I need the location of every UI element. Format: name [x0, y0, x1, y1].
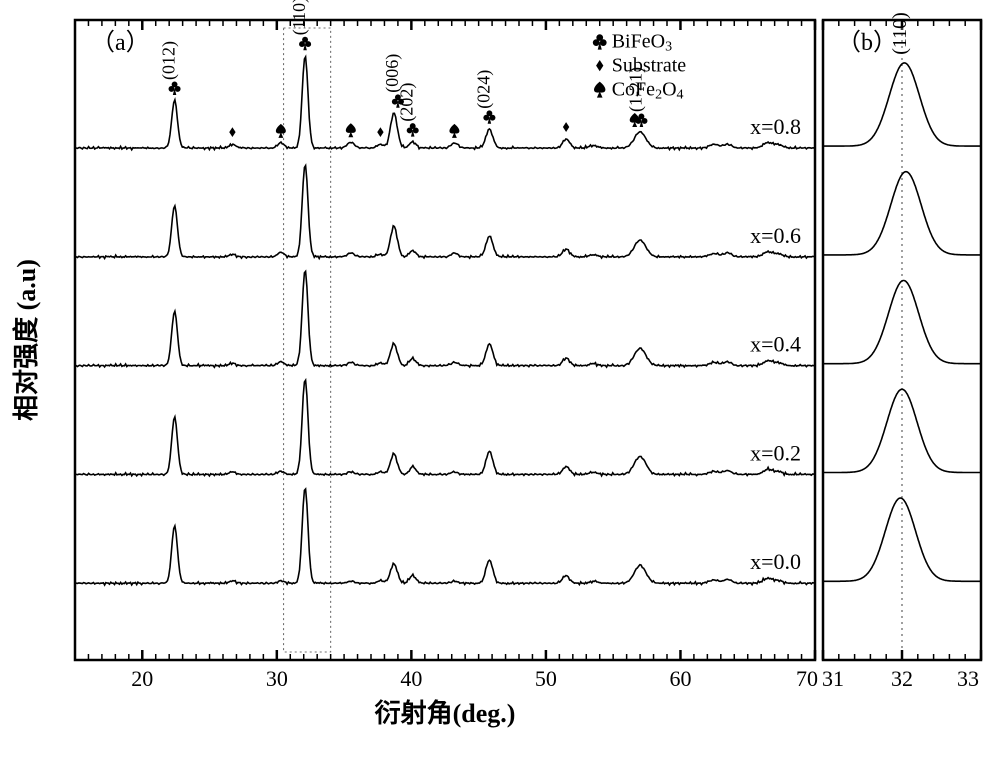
svg-text:衍射角(deg.): 衍射角(deg.)	[375, 698, 516, 728]
svg-text:40: 40	[400, 666, 422, 691]
svg-text:60: 60	[669, 666, 691, 691]
svg-text:x=0.0: x=0.0	[750, 549, 801, 574]
svg-text:(110): (110)	[889, 12, 911, 55]
panel-a: 20 30 40 50 60 70 衍射角(deg.) 相对强度 (a.u) （a） x=0.0 x…	[11, 0, 818, 728]
svg-text:(202): (202)	[397, 83, 418, 122]
svg-text:20: 20	[131, 666, 153, 691]
svg-text:(012): (012)	[159, 41, 180, 80]
svg-text:（a）: （a）	[91, 30, 150, 56]
svg-text:x=0.4: x=0.4	[750, 332, 801, 357]
svg-text:70: 70	[796, 666, 818, 691]
svg-text:Substrate: Substrate	[612, 55, 687, 77]
svg-text:CoFe2O4: CoFe2O4	[612, 79, 684, 103]
svg-text:BiFeO3: BiFeO3	[612, 31, 672, 55]
xrd-svg: 20 30 40 50 60 70 衍射角(deg.) 相对强度 (a.u) （a） x=0.0 x…	[0, 0, 1000, 770]
svg-text:（b）: （b）	[837, 30, 897, 56]
svg-text:(024): (024)	[473, 70, 494, 109]
svg-text:32: 32	[891, 666, 913, 691]
svg-text:50: 50	[535, 666, 557, 691]
svg-text:相对强度 (a.u): 相对强度 (a.u)	[11, 259, 41, 421]
svg-text:x=0.2: x=0.2	[750, 440, 801, 465]
panel-b: 31 32 33 （b）(110)	[822, 12, 981, 691]
svg-text:30: 30	[266, 666, 288, 691]
svg-text:33: 33	[957, 666, 979, 691]
figure: 20 30 40 50 60 70 衍射角(deg.) 相对强度 (a.u) （a） x=0.0 x…	[0, 0, 1000, 770]
svg-text:x=0.6: x=0.6	[750, 223, 801, 248]
svg-text:(110): (110)	[289, 0, 310, 35]
svg-text:x=0.8: x=0.8	[750, 114, 801, 139]
svg-text:31: 31	[822, 666, 844, 691]
